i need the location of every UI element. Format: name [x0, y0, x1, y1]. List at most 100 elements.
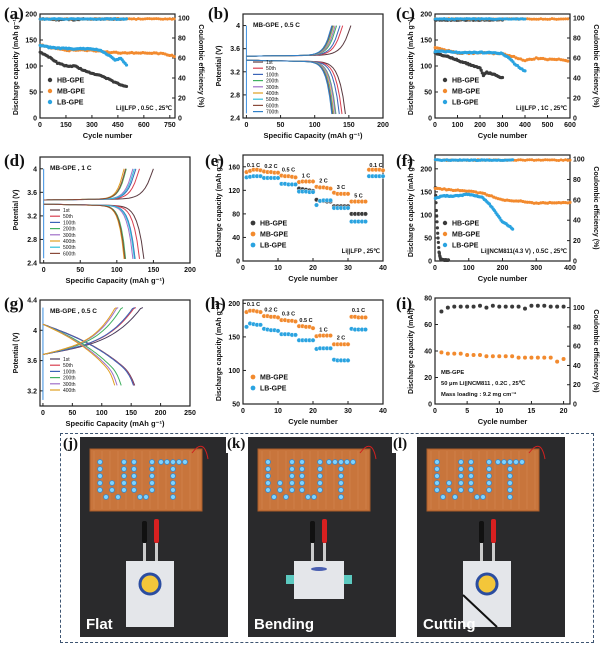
x-tick-label: 50 [76, 267, 84, 274]
led [171, 474, 176, 479]
x-tick-label: 150 [125, 410, 137, 417]
x-tick-label: 300 [530, 265, 542, 272]
led [339, 495, 344, 500]
point-lb-gpe [511, 228, 514, 231]
x-tick-label: 20 [560, 408, 568, 415]
led [435, 481, 440, 486]
x-tick-label: 10 [274, 408, 282, 415]
y-tick-label: 80 [424, 296, 432, 303]
plot-frame [243, 14, 383, 118]
rate-label: 0.3 C [282, 311, 295, 317]
led [171, 460, 176, 465]
led [318, 481, 323, 486]
y2-tick-label: 40 [573, 218, 581, 225]
rate-label: 1 C [319, 328, 328, 334]
point-hb-gpe [436, 226, 439, 229]
chart-title: MB-GPE , 0.5 C [253, 22, 300, 29]
led [266, 467, 271, 472]
y-tick-label: 150 [420, 38, 432, 45]
rate-label: 2 C [337, 336, 346, 342]
led [435, 460, 440, 465]
led [435, 467, 440, 472]
y2-tick-label: 80 [573, 36, 581, 43]
panel-label-c: (c) [396, 4, 415, 24]
point-discharge-capacity [459, 352, 463, 356]
led [318, 474, 323, 479]
y2-tick-label: 80 [573, 324, 581, 331]
led [266, 460, 271, 465]
led-board-demo-flat [80, 437, 228, 637]
x-tick-label: 600 [564, 122, 576, 129]
point-coulombic-efficiency [517, 305, 521, 309]
annotation-line: 50 μm Li||NCM811 , 0.2C , 25℃ [441, 380, 526, 387]
x-tick-label: 15 [528, 408, 536, 415]
curve-300th-discharge [44, 204, 133, 259]
point-hb-gpe [436, 236, 439, 239]
led [272, 495, 277, 500]
led [487, 474, 492, 479]
y-axis-title: Potential (V) [13, 190, 20, 231]
y-tick-label: 150 [228, 334, 240, 341]
y-tick-label: 100 [25, 64, 37, 71]
y2-tick-label: 0 [178, 116, 182, 123]
legend-label: 50th [63, 363, 73, 369]
point-discharge-capacity [529, 356, 533, 360]
led [345, 460, 350, 465]
led [300, 481, 305, 486]
x-tick-label: 750 [164, 122, 176, 129]
point-discharge-capacity [472, 353, 476, 357]
x-tick-label: 200 [155, 410, 167, 417]
y-tick-label: 200 [420, 12, 432, 19]
x-tick-label: 400 [564, 265, 576, 272]
x-tick-label: 500 [542, 122, 554, 129]
legend-label: 300th [266, 85, 279, 91]
led [138, 495, 143, 500]
y-tick-label: 2.8 [230, 92, 240, 99]
panel-label-e: (e) [205, 151, 224, 171]
point-coulombic-efficiency [536, 304, 540, 308]
legend-marker [443, 100, 447, 104]
rate-label: 0.1 C [369, 163, 382, 169]
legend-label: 400th [63, 388, 76, 394]
x-tick-label: 0 [433, 265, 437, 272]
y-tick-label: 20 [424, 375, 432, 382]
red-clip [491, 519, 496, 543]
x-tick-label: 200 [377, 122, 389, 129]
x-tick-label: 300 [497, 122, 509, 129]
y2-tick-label: 20 [573, 382, 581, 389]
y-axis-title: Discharge capacity (mAh g⁻¹) [408, 17, 415, 115]
legend-marker [443, 221, 447, 225]
curve-100th-charge [246, 26, 340, 57]
led [290, 474, 295, 479]
point-lb-gpe [125, 63, 128, 66]
y-tick-label: 3.6 [27, 358, 37, 365]
point-mb-gpe [566, 59, 569, 62]
point-lb-gpe [276, 176, 280, 180]
black-clip [142, 521, 147, 543]
y-tick-label: 4 [236, 23, 240, 30]
point-mb-gpe [311, 326, 315, 330]
ce-point-lb-gpe [511, 158, 514, 161]
led [171, 495, 176, 500]
led [266, 474, 271, 479]
x-axis-title: Cycle number [478, 274, 528, 283]
logo-fragment [311, 567, 327, 571]
red-clip [322, 519, 327, 543]
led [300, 467, 305, 472]
point-lb-gpe [346, 358, 350, 362]
ce-point-mb-gpe [566, 17, 569, 20]
point-hb-gpe [125, 85, 128, 88]
legend-label: 400th [63, 239, 76, 245]
point-mb-gpe [293, 175, 297, 179]
x-tick-label: 150 [343, 122, 355, 129]
legend-marker [443, 243, 447, 247]
led [520, 460, 525, 465]
y-tick-label: 50 [29, 90, 37, 97]
legend-marker [48, 78, 52, 82]
y2-tick-label: 80 [573, 177, 581, 184]
x-tick-label: 5 [465, 408, 469, 415]
y-tick-label: 160 [228, 164, 240, 171]
point-discharge-capacity [439, 350, 443, 354]
led [132, 460, 137, 465]
point-mb-gpe [363, 199, 367, 203]
